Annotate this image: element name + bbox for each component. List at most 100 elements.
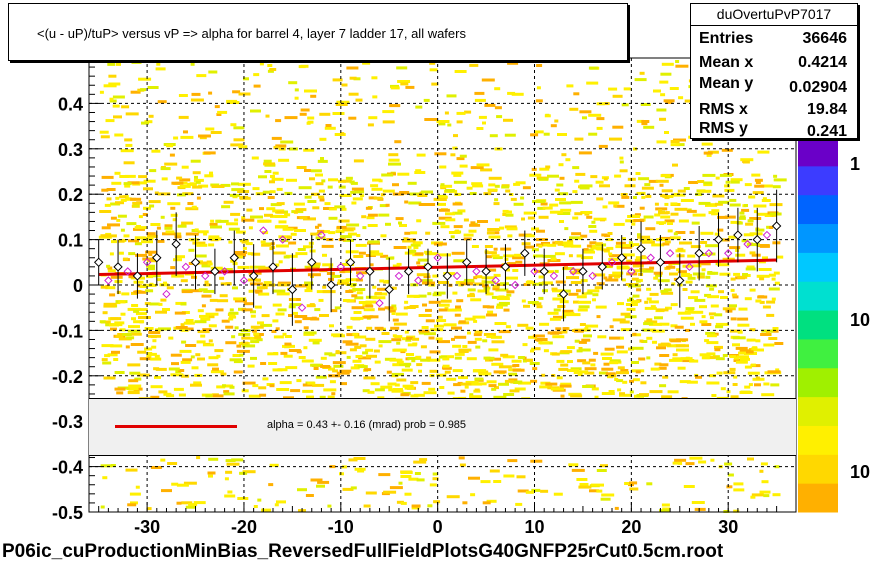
heatmap-cell (602, 205, 608, 209)
heatmap-cell (303, 148, 315, 152)
heatmap-cell (661, 395, 673, 399)
heatmap-cell (369, 315, 379, 319)
heatmap-cell (269, 180, 275, 184)
heatmap-cell (492, 285, 500, 289)
heatmap-cell (351, 187, 364, 191)
heatmap-cell (687, 254, 696, 258)
heatmap-cell (286, 178, 297, 182)
heatmap-cell (372, 296, 386, 300)
heatmap-cell (316, 484, 325, 488)
heatmap-cell (560, 382, 572, 386)
heatmap-cell (651, 243, 665, 247)
heatmap-cell (273, 145, 279, 149)
heatmap-cell (615, 241, 626, 245)
heatmap-cell (453, 383, 462, 387)
heatmap-cell (632, 332, 637, 336)
heatmap-cell (300, 64, 309, 68)
heatmap-cell (596, 117, 605, 121)
heatmap-cell (126, 222, 137, 226)
heatmap-cell (588, 225, 597, 228)
heatmap-cell (250, 356, 257, 360)
heatmap-cell (584, 212, 590, 216)
heatmap-cell (138, 215, 143, 219)
heatmap-cell (151, 149, 161, 153)
heatmap-cell (702, 173, 716, 177)
heatmap-cell (699, 305, 707, 309)
heatmap-cell (759, 300, 765, 304)
heatmap-cell (433, 242, 447, 246)
heatmap-cell (474, 388, 480, 392)
heatmap-cell (541, 373, 546, 377)
heatmap-cell (107, 269, 116, 273)
heatmap-cell (404, 492, 412, 496)
heatmap-cell (680, 316, 694, 320)
heatmap-cell (100, 135, 110, 139)
heatmap-cell (527, 301, 539, 304)
heatmap-cell (410, 231, 418, 235)
heatmap-cell (327, 504, 332, 508)
heatmap-cell (565, 158, 571, 162)
heatmap-cell (554, 269, 559, 273)
heatmap-cell (118, 251, 124, 255)
heatmap-cell (574, 212, 583, 216)
heatmap-cell (415, 105, 423, 109)
heatmap-cell (736, 221, 743, 225)
x-tick-label: 10 (524, 517, 544, 537)
heatmap-cell (460, 389, 466, 393)
heatmap-cell (261, 243, 272, 247)
heatmap-cell (661, 62, 674, 66)
heatmap-cell (730, 277, 736, 281)
heatmap-cell (405, 85, 415, 89)
heatmap-cell (478, 115, 487, 119)
heatmap-cell (128, 379, 139, 383)
heatmap-cell (408, 477, 419, 481)
heatmap-cell (579, 323, 586, 326)
heatmap-cell (105, 286, 116, 290)
heatmap-cell (301, 359, 314, 363)
heatmap-cell (115, 196, 120, 200)
heatmap-cell (665, 306, 672, 310)
heatmap-cell (391, 304, 397, 308)
heatmap-cell (594, 395, 599, 399)
heatmap-cell (354, 335, 367, 339)
heatmap-cell (500, 282, 509, 286)
heatmap-cell (617, 388, 622, 392)
heatmap-cell (550, 257, 557, 261)
heatmap-cell (407, 356, 421, 360)
heatmap-cell (222, 384, 234, 388)
heatmap-cell (312, 383, 325, 387)
heatmap-cell (393, 388, 403, 391)
heatmap-cell (773, 271, 780, 275)
heatmap-cell (234, 251, 248, 254)
heatmap-cell (505, 213, 514, 217)
heatmap-cell (629, 487, 639, 491)
heatmap-cell (141, 240, 153, 244)
heatmap-cell (733, 509, 740, 513)
heatmap-cell (115, 334, 124, 338)
heatmap-cell (508, 372, 518, 376)
heatmap-cell (236, 349, 250, 353)
heatmap-cell (676, 338, 689, 342)
heatmap-cell (620, 328, 631, 332)
heatmap-cell (451, 326, 462, 330)
heatmap-cell (596, 489, 603, 493)
heatmap-cell (454, 70, 467, 73)
heatmap-cell (655, 207, 668, 211)
heatmap-cell (604, 347, 615, 351)
heatmap-cell (653, 89, 661, 93)
heatmap-cell (709, 287, 715, 291)
palette-swatch (798, 165, 838, 196)
heatmap-cell (362, 315, 372, 319)
heatmap-cell (187, 202, 194, 205)
heatmap-cell (619, 156, 624, 160)
heatmap-cell (125, 143, 133, 147)
heatmap-cell (464, 278, 475, 282)
heatmap-cell (597, 335, 607, 339)
heatmap-cell (175, 326, 188, 329)
heatmap-cell (481, 78, 495, 82)
heatmap-cell (656, 108, 667, 112)
heatmap-cell (524, 234, 535, 238)
heatmap-cell (170, 213, 178, 217)
heatmap-cell (585, 324, 599, 328)
heatmap-cell (578, 485, 592, 489)
